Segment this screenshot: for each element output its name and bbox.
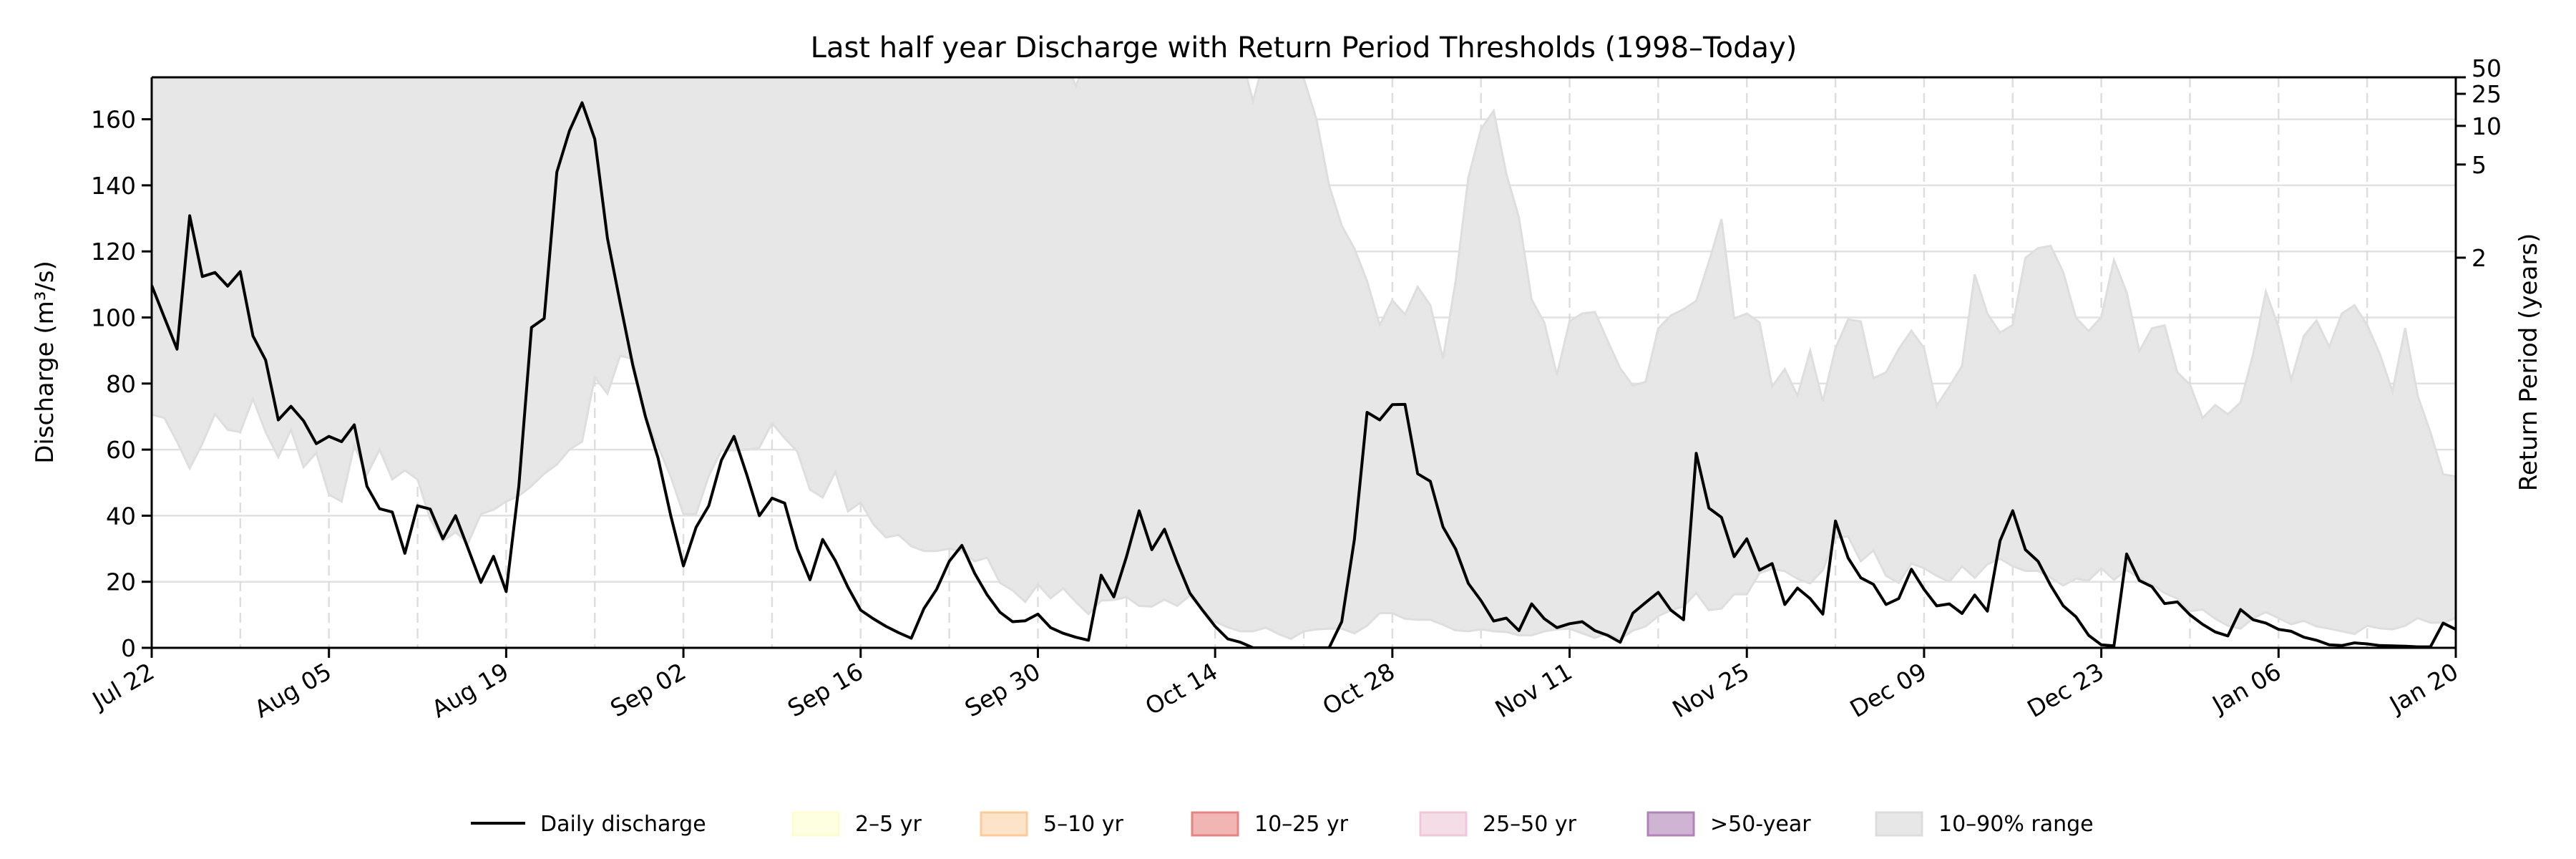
x-tick-label: Jul 22 <box>87 657 159 715</box>
x-tick-label: Sep 16 <box>783 657 868 722</box>
x-tick-label: Dec 23 <box>2022 657 2108 723</box>
legend-patch-swatch <box>1419 811 1468 837</box>
daily-discharge-line <box>152 101 2456 648</box>
return-period-tick-label: 50 <box>2472 54 2502 82</box>
x-tick-label: Dec 09 <box>1845 657 1931 723</box>
legend-label: Daily discharge <box>540 812 706 837</box>
series-layer <box>152 101 2456 648</box>
y-tick-label: 60 <box>106 436 136 464</box>
legend-patch-swatch <box>1875 811 1923 837</box>
y-tick-label: 120 <box>91 238 136 266</box>
x-tick-label: Sep 02 <box>605 657 691 722</box>
y-tick-label: 40 <box>106 502 136 530</box>
legend-item: >50-year <box>1646 811 1811 837</box>
y-axis-label: Discharge (m³/s) <box>31 261 59 464</box>
y-tick-label: 160 <box>91 106 136 134</box>
legend-label: 5–10 yr <box>1043 812 1124 837</box>
x-tick-label: Jan 20 <box>2384 657 2463 719</box>
y-tick-label: 140 <box>91 172 136 200</box>
x-tick-label: Aug 19 <box>427 657 514 723</box>
x-tick-label: Oct 14 <box>1141 657 1222 721</box>
range-band-layer <box>152 77 2456 641</box>
legend-item: Daily discharge <box>471 812 706 837</box>
legend-item: 25–50 yr <box>1419 811 1577 837</box>
legend-label: 10–90% range <box>1938 812 2094 837</box>
range-band-10-90 <box>152 77 2456 641</box>
legend-patch-swatch <box>980 811 1028 837</box>
legend-label: 10–25 yr <box>1254 812 1349 837</box>
y-tick-label: 0 <box>121 634 136 662</box>
legend-item: 10–25 yr <box>1191 811 1349 837</box>
return-period-tick-label: 2 <box>2472 244 2487 272</box>
y-axis-right-label: Return Period (years) <box>2514 233 2543 492</box>
chart-title: Last half year Discharge with Return Per… <box>811 31 1797 64</box>
x-tick-label: Sep 30 <box>960 657 1045 722</box>
x-tick-label: Jan 06 <box>2207 657 2286 719</box>
y-tick-label: 20 <box>106 568 136 596</box>
return-period-tick-label: 25 <box>2472 80 2502 108</box>
legend-item: 5–10 yr <box>980 811 1124 837</box>
legend-label: 2–5 yr <box>855 812 922 837</box>
return-period-tick-label: 10 <box>2472 112 2502 140</box>
legend-label: >50-year <box>1710 812 1811 837</box>
x-tick-label: Aug 05 <box>250 657 336 723</box>
y-tick-label: 100 <box>91 304 136 332</box>
legend-label: 25–50 yr <box>1483 812 1577 837</box>
y-tick-label: 80 <box>106 370 136 398</box>
return-period-tick-label: 5 <box>2472 151 2487 179</box>
legend: Daily discharge 2–5 yr 5–10 yr 10–25 yr 25–5… <box>471 811 2094 837</box>
x-tick-label: Nov 11 <box>1491 657 1577 723</box>
legend-patch-swatch <box>791 811 840 837</box>
legend-patch-swatch <box>1646 811 1695 837</box>
x-tick-label: Oct 28 <box>1317 657 1399 721</box>
x-tick-label: Nov 25 <box>1668 657 1755 723</box>
legend-item: 10–90% range <box>1875 811 2094 837</box>
legend-patch-swatch <box>1191 811 1239 837</box>
legend-item: 2–5 yr <box>791 811 922 837</box>
